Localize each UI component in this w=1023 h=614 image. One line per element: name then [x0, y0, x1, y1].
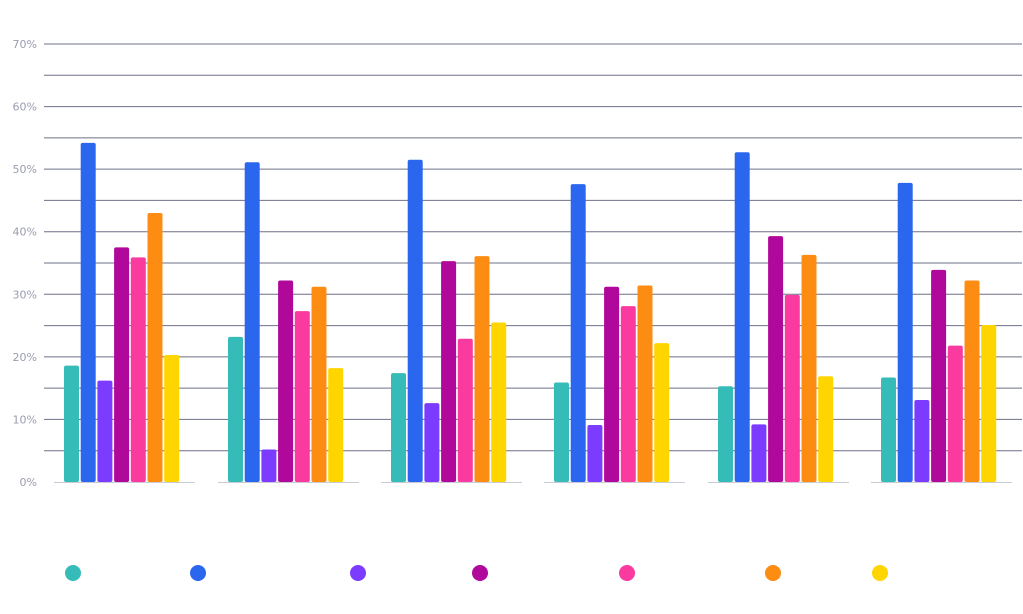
y-tick-label: 40%	[13, 226, 37, 239]
bar	[620, 306, 636, 482]
bar	[818, 376, 834, 482]
bar	[718, 386, 733, 482]
bar	[130, 257, 146, 482]
legend-marker[interactable]	[765, 565, 781, 581]
bar	[931, 269, 947, 482]
bar	[457, 338, 473, 482]
bar	[97, 380, 113, 482]
bar	[441, 261, 457, 482]
bar	[80, 142, 96, 482]
legend-marker[interactable]	[872, 565, 888, 581]
gridlines	[44, 43, 1022, 483]
y-tick-label: 30%	[13, 288, 37, 301]
y-axis-tick-labels: 0% 10% 20% 30% 40% 50% 60% 70%	[13, 38, 37, 489]
bar	[391, 373, 406, 482]
bar	[278, 280, 294, 482]
bar	[914, 400, 930, 482]
bar	[164, 354, 180, 482]
bar	[64, 365, 79, 482]
y-tick-label: 20%	[13, 351, 37, 364]
bar	[587, 425, 603, 482]
bar	[768, 236, 784, 482]
y-tick-label: 10%	[13, 413, 37, 426]
y-tick-label: 50%	[13, 163, 37, 176]
bar	[654, 343, 670, 482]
bar	[114, 247, 130, 482]
bar	[801, 254, 817, 482]
bar	[407, 159, 423, 482]
y-tick-label: 0%	[20, 476, 37, 489]
bar	[881, 377, 896, 482]
legend	[65, 565, 888, 581]
bars	[64, 142, 997, 482]
bar	[964, 280, 980, 482]
bar	[261, 449, 277, 482]
legend-marker[interactable]	[619, 565, 635, 581]
bar	[311, 286, 327, 482]
bar	[981, 324, 997, 482]
bar	[328, 368, 344, 482]
legend-marker[interactable]	[472, 565, 488, 581]
bar	[947, 345, 963, 482]
bar	[244, 162, 260, 482]
bar	[784, 294, 800, 482]
bar	[474, 256, 490, 482]
y-tick-label: 60%	[13, 101, 37, 114]
bar	[897, 182, 913, 482]
bar	[637, 285, 653, 482]
legend-marker[interactable]	[350, 565, 366, 581]
bar	[570, 184, 586, 482]
bar	[228, 336, 243, 482]
legend-marker[interactable]	[65, 565, 81, 581]
bar	[751, 424, 767, 482]
legend-marker[interactable]	[190, 565, 206, 581]
bar	[554, 382, 569, 482]
bar	[147, 212, 163, 482]
bar	[604, 286, 620, 482]
bar	[491, 322, 507, 482]
y-tick-label: 70%	[13, 38, 37, 51]
bar	[424, 403, 440, 482]
bar	[734, 152, 750, 482]
bar	[294, 311, 310, 482]
